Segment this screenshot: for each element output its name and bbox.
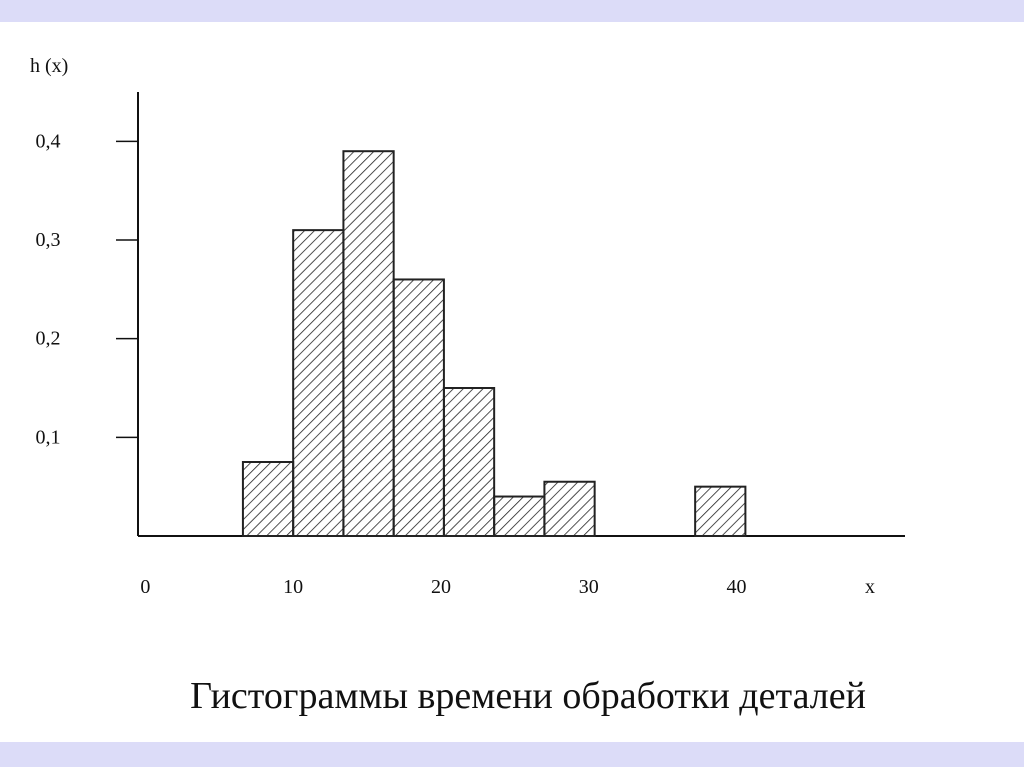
x-tick-label: 40	[727, 576, 747, 598]
bar	[292, 229, 345, 537]
chart-title: Гистограммы времени обработки деталей	[190, 675, 866, 717]
bar	[392, 278, 445, 537]
x-tick-label: 20	[431, 576, 451, 598]
bar	[543, 480, 596, 538]
x-tick-label: 30	[579, 576, 599, 598]
x-tick-label: 10	[283, 576, 303, 598]
y-tick-label: 0,4	[36, 130, 61, 152]
bar	[442, 387, 496, 537]
x-axis-label: x	[865, 576, 875, 598]
top-band	[0, 0, 1024, 22]
bar	[241, 461, 295, 537]
y-axis-label: h (x)	[30, 55, 68, 77]
x-tick-label: 0	[140, 576, 150, 598]
y-tick-label: 0,2	[36, 328, 61, 350]
bar	[493, 495, 546, 537]
bottom-band	[0, 742, 1024, 767]
bar	[694, 485, 747, 537]
bar	[342, 150, 395, 537]
y-tick-label: 0,3	[36, 229, 61, 251]
y-tick-label: 0,1	[36, 426, 61, 448]
